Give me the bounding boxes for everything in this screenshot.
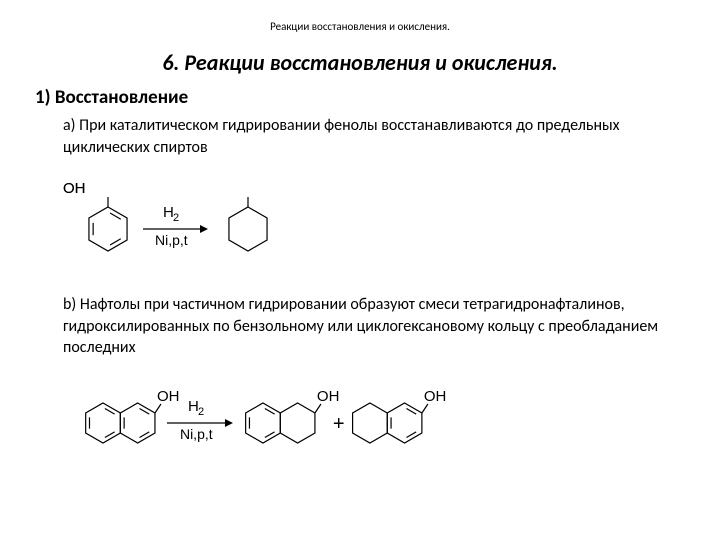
main-title: 6. Реакции восстановления и окисления. <box>35 49 685 76</box>
page-header-small: Реакции восстановления и окисления. <box>35 20 685 33</box>
svg-text:Ni,p,t: Ni,p,t <box>180 426 213 442</box>
svg-text:2: 2 <box>173 212 179 224</box>
section-title: 1) Восстановление <box>35 86 685 109</box>
svg-text:OH: OH <box>317 388 340 405</box>
svg-text:Ni,p,t: Ni,p,t <box>155 232 188 248</box>
svg-text:+: + <box>333 413 345 435</box>
svg-text:OH: OH <box>157 388 180 405</box>
svg-text:OH: OH <box>424 388 447 405</box>
svg-text:2: 2 <box>198 406 204 418</box>
item-b-text: b) Нафтолы при частичном гидрировании об… <box>63 294 685 359</box>
svg-text:OH: OH <box>63 180 86 197</box>
diagram-b: OHH2Ni,p,tOH+OH <box>63 365 685 465</box>
item-a-text: a) При каталитическом гидрировании фенол… <box>63 115 685 158</box>
diagram-a: OHH2Ni,p,tOH <box>63 164 685 274</box>
